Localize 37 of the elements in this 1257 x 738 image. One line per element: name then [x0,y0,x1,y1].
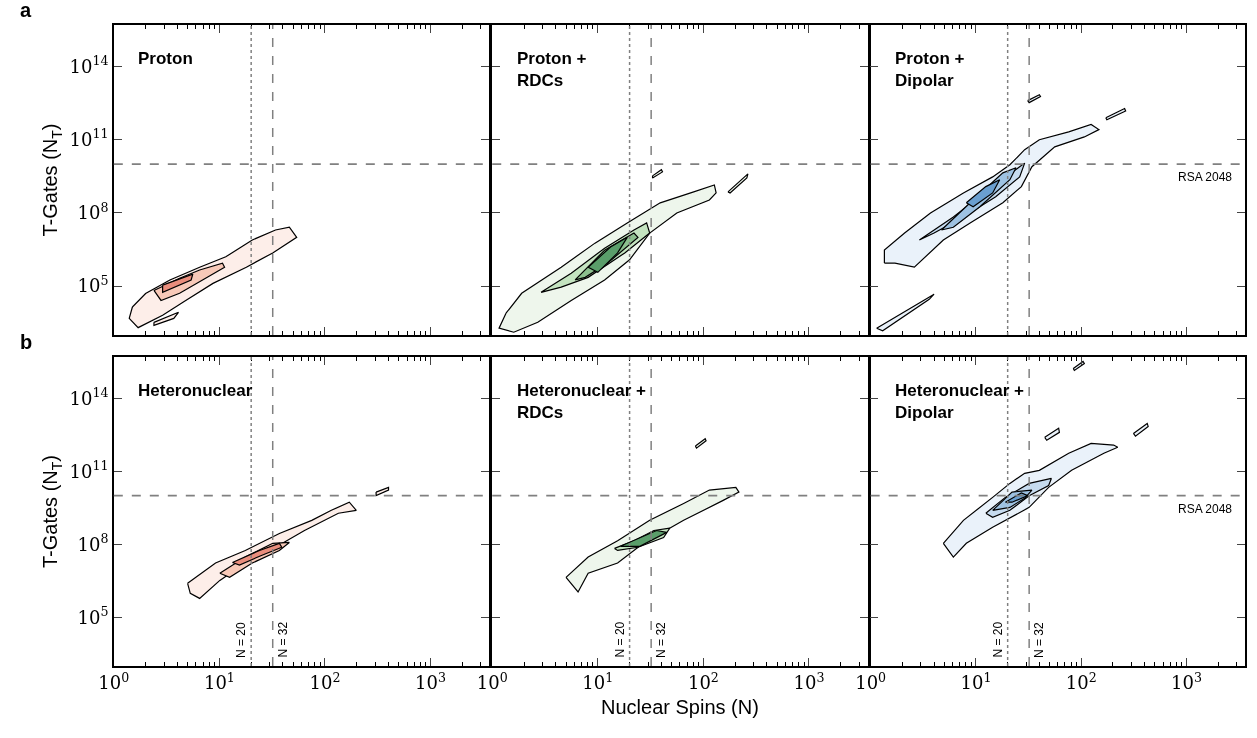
y-tick-label: 10$^{8}$ [77,531,109,555]
x-tick-label: 10$^{3}$ [415,669,446,694]
y-tick-label: 10$^{14}$ [69,53,109,77]
ref-line-label: N = 32 [1032,621,1047,658]
ref-line-label: N = 20 [612,621,627,658]
text: Proton + Dipolar [895,49,965,91]
x-tick-label: 10$^{3}$ [1171,669,1203,694]
text: Heteronuclear [138,381,253,400]
x-tick-label: 10$^{2}$ [687,669,719,694]
x-tick-label: 10$^{0}$ [855,669,887,694]
text: a [20,0,32,21]
x-tick-label: 10$^{0}$ [476,669,508,694]
ref-line-label: RSA 2048 [1178,502,1233,516]
y-tick-label: 10$^{5}$ [77,272,109,297]
x-tick-label: 10$^{1}$ [582,669,614,694]
ref-line-label: N = 20 [234,621,249,658]
y-tick-label: 10$^{5}$ [77,604,109,628]
text: Heteronuclear + Dipolar [895,381,1025,423]
ref-line-label: RSA 2048 [1178,170,1233,184]
y-tick-label: 10$^{14}$ [69,385,109,409]
ref-line-label: N = 32 [275,621,290,658]
text: Heteronuclear + RDCs [517,381,647,423]
y-tick-label: 10$^{8}$ [77,199,109,224]
x-tick-label: 10$^{1}$ [960,669,992,694]
text: Proton + RDCs [517,49,587,91]
text: b [20,331,33,353]
text: Proton [138,49,193,68]
y-tick-label: 10$^{11}$ [69,126,109,151]
x-axis-title: Nuclear Spins (N) [601,696,759,719]
x-tick-label: 10$^{1}$ [203,669,235,694]
x-tick-label: 10$^{3}$ [793,669,825,694]
ref-line-label: N = 20 [990,621,1005,658]
x-tick-label: 10$^{2}$ [1065,669,1097,694]
x-tick-label: 10$^{0}$ [98,669,130,694]
y-tick-label: 10$^{11}$ [69,458,109,482]
x-tick-label: 10$^{2}$ [309,669,341,694]
ref-line-label: N = 32 [654,621,669,658]
